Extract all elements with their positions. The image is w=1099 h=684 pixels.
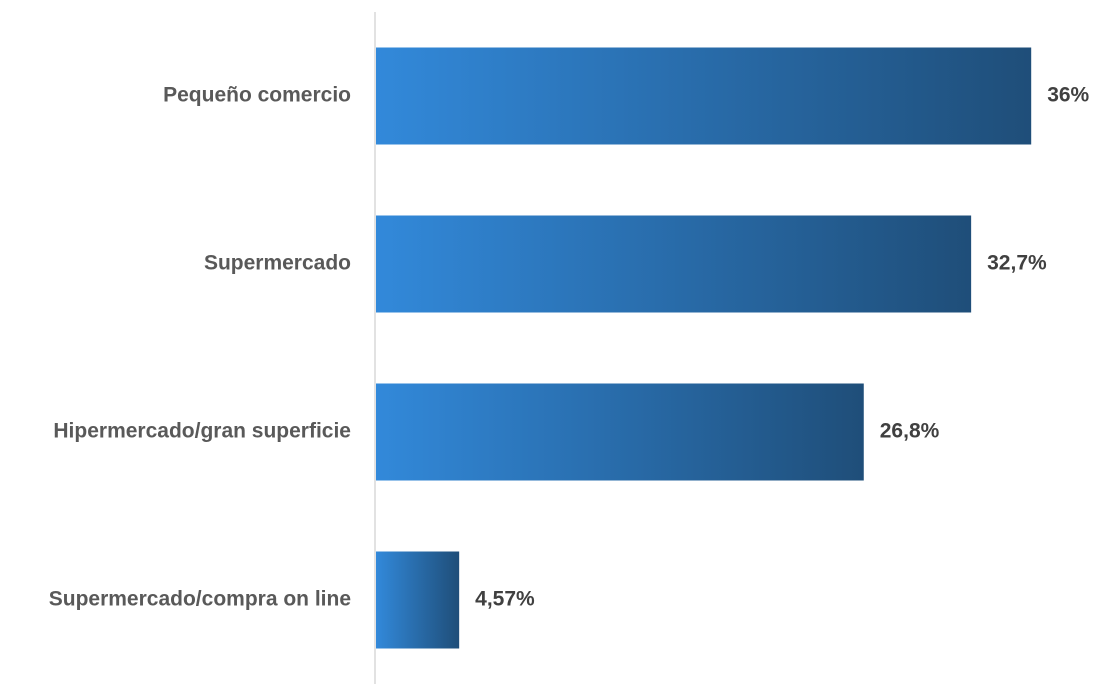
category-label: Supermercado/compra on line [49, 588, 351, 611]
value-label: 4,57% [475, 588, 535, 611]
bar-1 [376, 47, 1032, 145]
bar-2 [376, 215, 972, 313]
bar-4 [376, 551, 460, 649]
value-label: 32,7% [987, 252, 1047, 275]
category-label: Hipermercado/gran superficie [53, 420, 351, 443]
category-label: Supermercado [204, 252, 351, 275]
value-label: 26,8% [880, 420, 940, 443]
category-label: Pequeño comercio [163, 84, 351, 107]
value-label: 36% [1047, 84, 1089, 107]
bar-3 [376, 383, 864, 481]
